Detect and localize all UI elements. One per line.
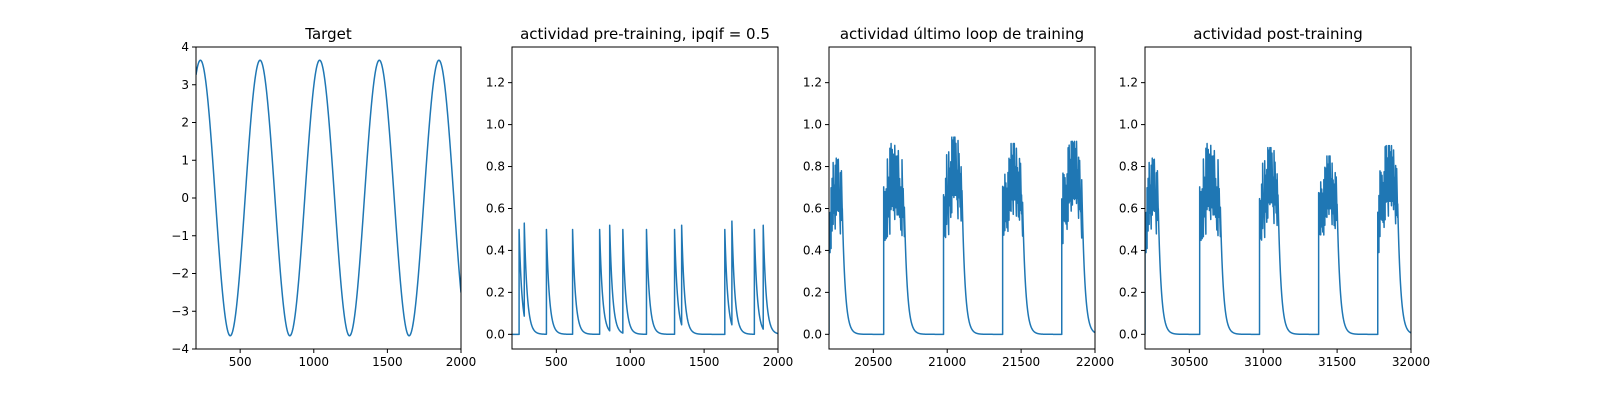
y-tick-label: −3 — [171, 304, 189, 318]
x-tick-label: 1000 — [299, 355, 330, 369]
y-tick-label: −4 — [171, 342, 189, 356]
y-tick-label: 0 — [181, 191, 189, 205]
panel-target: Target 500 1000 1500 2000 −4 −3 −2 −1 0 1 2 3 4 — [171, 25, 476, 369]
y-tick-label: 0.8 — [1119, 160, 1138, 174]
x-tick-label: 1000 — [615, 355, 646, 369]
x-tick-label: 31000 — [1244, 355, 1282, 369]
y-tick-label: 0.6 — [1119, 201, 1138, 215]
y-tick-label: 1 — [181, 153, 189, 167]
chart-title: actividad post-training — [1193, 25, 1362, 43]
y-tick-label: 0.8 — [486, 160, 505, 174]
axes-frame — [195, 46, 462, 350]
y-tick-label: 0.6 — [803, 201, 822, 215]
y-tick-label: 0.6 — [486, 201, 505, 215]
x-tick-label: 1500 — [372, 355, 403, 369]
y-tick-label: 4 — [181, 40, 189, 54]
y-tick-label: 0.4 — [1119, 243, 1138, 257]
panel-post-training: actividad post-training 30500 31000 31500 3… — [1119, 25, 1430, 369]
y-tick-label: 2 — [181, 116, 189, 130]
x-tick-label: 21500 — [1002, 355, 1040, 369]
series-line — [829, 136, 1095, 336]
y-tick-label: 0.0 — [486, 327, 505, 341]
chart-title: actividad pre-training, ipqif = 0.5 — [520, 25, 770, 43]
x-tick-label: 31500 — [1318, 355, 1356, 369]
x-tick-label: 2000 — [446, 355, 477, 369]
y-tick-label: 3 — [181, 78, 189, 92]
x-tick-label: 32000 — [1392, 355, 1430, 369]
x-tick-label: 500 — [229, 355, 252, 369]
x-tick-label: 30500 — [1170, 355, 1208, 369]
y-tick-label: 0.4 — [803, 243, 822, 257]
x-tick-label: 20500 — [854, 355, 892, 369]
series-line — [196, 59, 461, 337]
y-tick-label: 0.4 — [486, 243, 505, 257]
y-tick-label: 1.0 — [803, 118, 822, 132]
y-tick-label: 1.0 — [486, 118, 505, 132]
x-tick-label: 22000 — [1076, 355, 1114, 369]
chart-title: actividad último loop de training — [840, 25, 1084, 43]
chart-title: Target — [304, 25, 352, 43]
y-tick-label: 0.2 — [486, 285, 505, 299]
series-line — [1145, 142, 1411, 336]
x-tick-label: 500 — [545, 355, 568, 369]
series-line — [512, 220, 778, 336]
axes-frame — [511, 46, 779, 350]
y-tick-label: 1.2 — [486, 76, 505, 90]
y-tick-label: 0.2 — [1119, 285, 1138, 299]
y-tick-label: 1.2 — [1119, 76, 1138, 90]
y-tick-label: 1.0 — [1119, 118, 1138, 132]
x-tick-label: 2000 — [763, 355, 794, 369]
y-tick-label: 0.2 — [803, 285, 822, 299]
y-tick-label: 0.0 — [803, 327, 822, 341]
panel-pre-training: actividad pre-training, ipqif = 0.5 500 1… — [486, 25, 793, 369]
y-tick-label: −2 — [171, 267, 189, 281]
x-tick-label: 1500 — [689, 355, 720, 369]
y-tick-label: 0.0 — [1119, 327, 1138, 341]
y-tick-label: −1 — [171, 229, 189, 243]
panel-last-training-loop: actividad último loop de training 20500 2… — [803, 25, 1114, 369]
x-tick-label: 21000 — [928, 355, 966, 369]
y-tick-label: 1.2 — [803, 76, 822, 90]
y-tick-label: 0.8 — [803, 160, 822, 174]
axes-frame — [828, 46, 1096, 350]
axes-frame — [1144, 46, 1412, 350]
